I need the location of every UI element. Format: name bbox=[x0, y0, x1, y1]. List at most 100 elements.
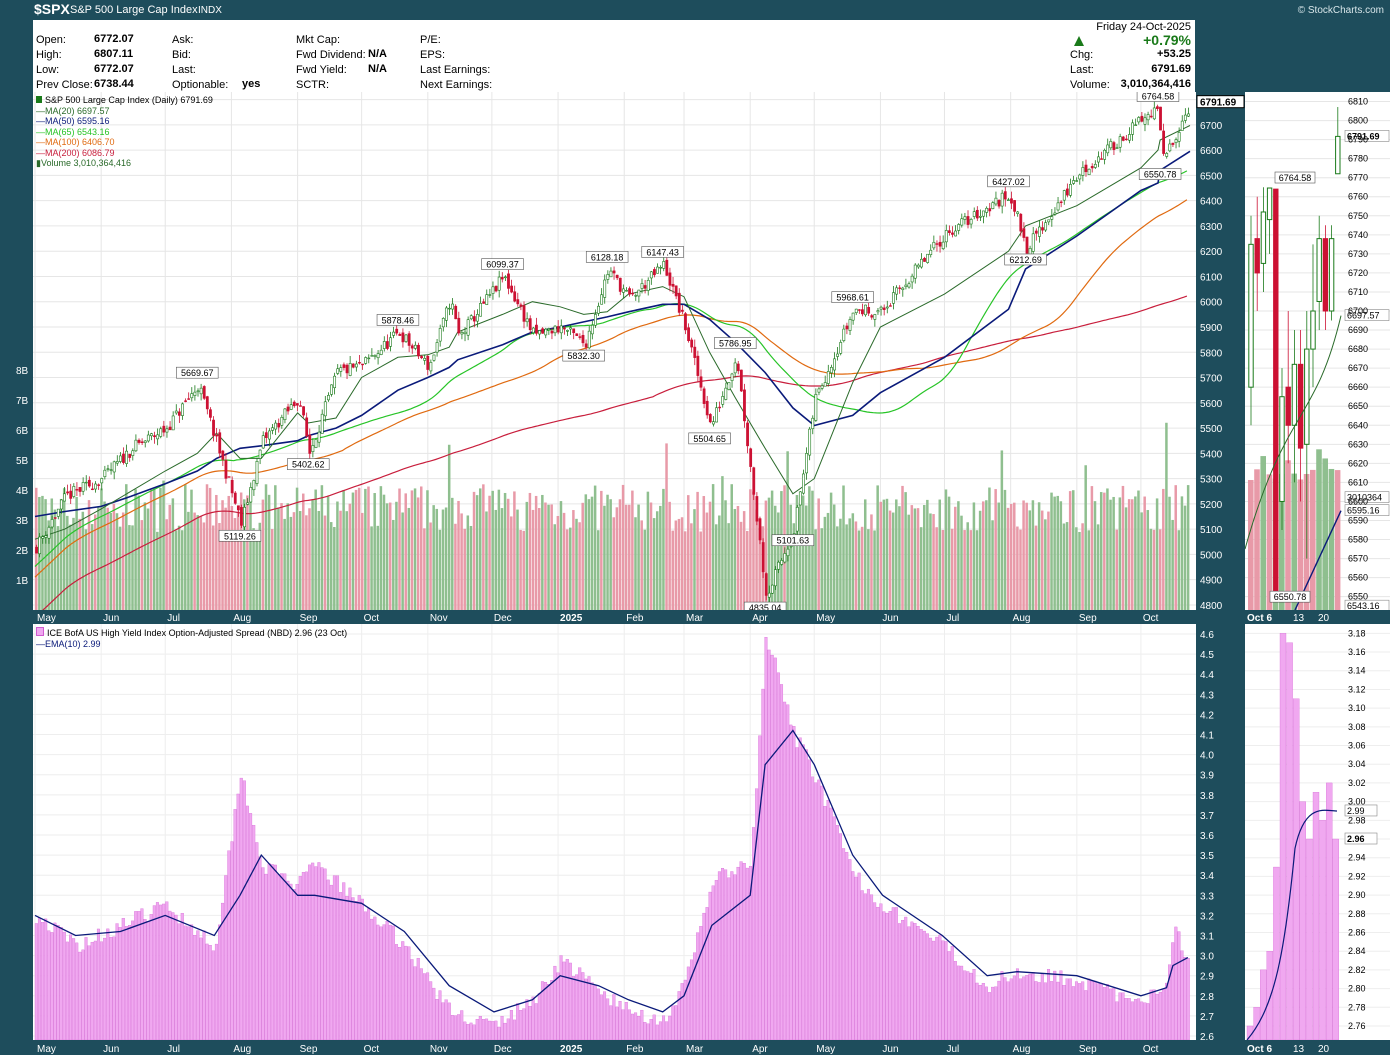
mkt-cap-label: Mkt Cap: bbox=[296, 34, 341, 46]
spread-bar bbox=[1130, 1001, 1134, 1041]
legend-ma65-text: MA(65) 6543.16 bbox=[45, 126, 110, 137]
spread-tick-label: 2.7 bbox=[1200, 1012, 1214, 1023]
spread-bar bbox=[90, 941, 94, 1041]
volume-bar bbox=[882, 499, 886, 610]
volume-bar bbox=[733, 509, 737, 610]
legend-ema-text: EMA(10) 2.99 bbox=[45, 638, 101, 649]
price-annotation-box bbox=[688, 432, 731, 445]
zoom-price-svg: 6791.69 6697.57 3010364 6595.16 6543.16 6810 6… bbox=[1244, 97, 1390, 612]
spread-bar bbox=[891, 907, 895, 1041]
quote-info-box: Open: 6772.07 High: 6807.11 Low: 6772.07… bbox=[33, 20, 1195, 92]
spread-tick-label: 3.9 bbox=[1200, 771, 1214, 782]
legend-price-text: S&P 500 Large Cap Index (Daily) 6791.69 bbox=[45, 95, 213, 105]
candle-body bbox=[867, 307, 871, 314]
volume-bar bbox=[320, 485, 324, 610]
candle-body bbox=[802, 473, 805, 494]
month-label: Feb bbox=[626, 613, 644, 624]
candle-body bbox=[907, 283, 911, 288]
spread-bar bbox=[780, 684, 784, 1041]
price-panel[interactable]: 5669.67 5119.26 5402.62 5878.46 6099.37 5832.… bbox=[33, 90, 1196, 619]
volume-bar bbox=[218, 523, 221, 610]
candle-body bbox=[75, 489, 79, 491]
zoom-spread-tick-label: 2.90 bbox=[1348, 890, 1366, 900]
zoom-price-panel[interactable]: 6791.69 6697.57 3010364 6595.16 6543.16 6810 6… bbox=[1244, 92, 1390, 612]
volume-bar bbox=[1127, 499, 1131, 610]
low-value: 6772.07 bbox=[94, 63, 134, 75]
spread-bar bbox=[618, 1001, 622, 1041]
zoom-price-tick-label: 6610 bbox=[1348, 477, 1368, 487]
zoom-badge-label: 6791.69 bbox=[1347, 131, 1380, 141]
spread-bar bbox=[863, 893, 867, 1041]
spread-bar bbox=[311, 862, 315, 1041]
zoom-candle-body bbox=[1328, 238, 1335, 312]
candle-body bbox=[1168, 143, 1172, 152]
legend-spread: ICE BofA US High Yield Index Option-Adju… bbox=[36, 627, 347, 639]
candle-body bbox=[510, 285, 513, 293]
high-value: 6807.11 bbox=[94, 48, 134, 60]
spread-bar bbox=[832, 816, 836, 1041]
candle-body bbox=[1155, 106, 1159, 109]
spread-bar bbox=[1165, 982, 1169, 1041]
candle-body bbox=[289, 404, 293, 410]
candle-body bbox=[603, 279, 607, 298]
candle-body bbox=[91, 488, 94, 491]
zoom-spread-panel[interactable]: 3.18 3.16 3.14 3.12 3.10 3.08 3.06 3.04 3.02 3.00… bbox=[1245, 624, 1390, 1041]
candle-body bbox=[1050, 216, 1054, 220]
spread-bar bbox=[56, 924, 60, 1041]
legend-ma100: —MA(100) 6406.70 bbox=[36, 137, 115, 147]
spread-panel[interactable]: ICE BofA US High Yield Index Option-Adju… bbox=[33, 624, 1196, 1041]
last-price-value: 6791.69 bbox=[1151, 63, 1191, 75]
candle-body bbox=[826, 371, 830, 384]
candle-body bbox=[283, 408, 287, 420]
volume-bar bbox=[255, 531, 258, 610]
price-tick-label: 6400 bbox=[1200, 197, 1223, 208]
zoom-volume-bar bbox=[1316, 449, 1322, 610]
price-tick-label: 5800 bbox=[1200, 348, 1223, 359]
month-label: Jun bbox=[882, 613, 898, 624]
spread-bar bbox=[289, 883, 293, 1041]
volume-bar bbox=[966, 522, 969, 610]
quote-date: Friday 24-Oct-2025 bbox=[1096, 21, 1191, 33]
volume-bar bbox=[53, 509, 57, 610]
volume-bar bbox=[230, 505, 234, 610]
volume-bar bbox=[541, 494, 544, 610]
candle-body bbox=[668, 272, 672, 286]
candle-body bbox=[991, 202, 995, 209]
candle-body bbox=[1124, 138, 1128, 141]
spread-bar bbox=[1171, 942, 1175, 1041]
zoom-spread-bar bbox=[1299, 801, 1306, 1041]
zoom-volume-bar bbox=[1279, 473, 1285, 610]
price-chart-svg: 5669.67 5119.26 5402.62 5878.46 6099.37 5832.… bbox=[33, 90, 1196, 619]
spread-bar bbox=[829, 807, 833, 1041]
volume-bar bbox=[1146, 510, 1150, 610]
candle-body bbox=[177, 411, 181, 416]
candle-body bbox=[1053, 212, 1057, 215]
candle-body bbox=[1180, 120, 1184, 131]
symbol-label: $SPX bbox=[34, 1, 70, 17]
candle-body bbox=[268, 430, 271, 440]
spread-bar bbox=[137, 911, 141, 1041]
volume-bar bbox=[1180, 496, 1184, 610]
spread-bar bbox=[78, 951, 82, 1041]
spread-tick-label: 3.0 bbox=[1200, 952, 1214, 963]
candle-body bbox=[1069, 184, 1072, 196]
price-tick-label: 4800 bbox=[1200, 601, 1223, 610]
volume-bar bbox=[339, 510, 342, 610]
candle-body bbox=[109, 469, 113, 471]
zoom-price-tick-label: 6590 bbox=[1348, 515, 1368, 525]
spread-bar bbox=[630, 1013, 634, 1041]
price-annotation-label: 6427.02 bbox=[992, 177, 1025, 187]
chg-label: Chg: bbox=[1070, 49, 1094, 61]
candle-body bbox=[115, 461, 119, 464]
candle-body bbox=[472, 316, 476, 322]
month-label: Jun bbox=[882, 1044, 898, 1055]
spread-bar bbox=[118, 927, 122, 1041]
spread-bar bbox=[155, 902, 159, 1041]
candle-body bbox=[926, 253, 930, 263]
eps-label: EPS: bbox=[420, 49, 446, 61]
volume-bar bbox=[780, 491, 783, 610]
copyright-text[interactable]: © StockCharts.com bbox=[1297, 5, 1384, 16]
spread-bar bbox=[599, 994, 603, 1041]
spread-bar bbox=[941, 940, 945, 1041]
candle-body bbox=[944, 230, 948, 243]
